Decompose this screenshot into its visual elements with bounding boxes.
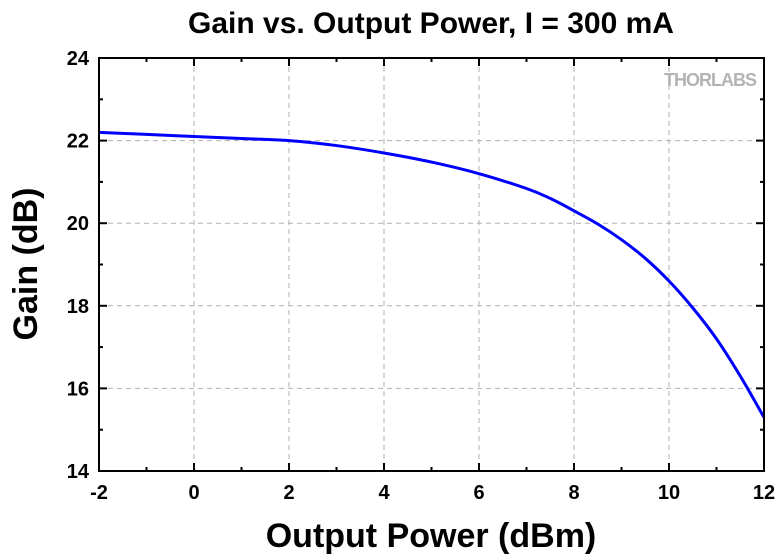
x-tick-label: 0 [188,482,199,504]
x-tick-label: 10 [658,482,680,504]
x-tick-label: 8 [568,482,579,504]
chart-title: Gain vs. Output Power, I = 300 mA [188,7,674,40]
gain-series-line [98,130,766,419]
thorlabs-watermark: THORLABS [664,70,757,90]
x-tick-label: -2 [90,482,108,504]
y-axis-label: Gain (dB) [7,188,45,341]
plot-frame [98,57,765,472]
x-tick-label: 2 [283,482,294,504]
y-tick-label: 18 [67,296,89,318]
x-axis-label: Output Power (dBm) [266,517,597,555]
y-tick-label: 14 [67,461,90,483]
x-tick-label: 4 [378,482,390,504]
series-layer [98,130,766,419]
y-tick-label: 24 [67,48,90,70]
y-tick-label: 22 [67,131,89,153]
y-tick-label: 20 [67,213,89,235]
y-tick-label: 16 [67,378,89,400]
grid [99,58,764,471]
x-tick-label: 12 [753,482,775,504]
x-tick-label: 6 [473,482,484,504]
